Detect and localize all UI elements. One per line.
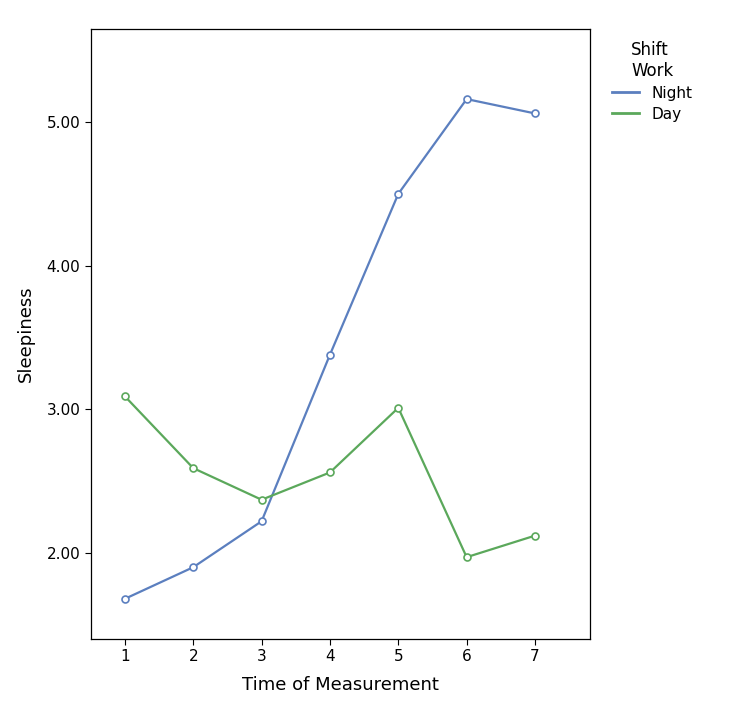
Legend: Night, Day: Night, Day: [607, 37, 697, 126]
Day: [462, 553, 471, 561]
Day: [394, 404, 403, 412]
Night: [257, 517, 266, 526]
Line: Day: Day: [122, 393, 538, 561]
Line: Night: Night: [122, 95, 538, 602]
Day: [531, 531, 540, 540]
X-axis label: Time of Measurement: Time of Measurement: [242, 676, 438, 694]
Day: [257, 495, 266, 504]
Night: [189, 563, 198, 572]
Night: [325, 350, 334, 359]
Night: [531, 109, 540, 118]
Day: [325, 468, 334, 477]
Night: [462, 95, 471, 103]
Night: [120, 595, 129, 603]
Day: [120, 392, 129, 401]
Night: [394, 190, 403, 198]
Y-axis label: Sleepiness: Sleepiness: [17, 286, 36, 382]
Day: [189, 464, 198, 472]
